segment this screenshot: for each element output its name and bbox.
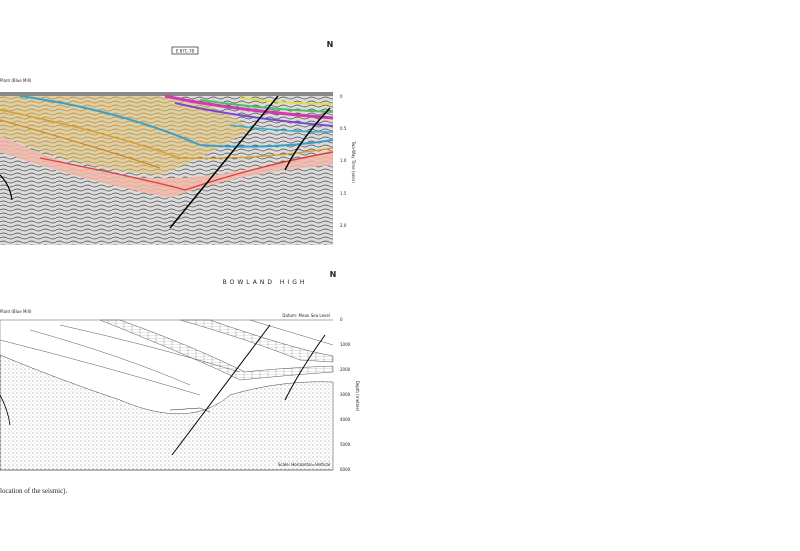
depth-axis: 0 1000 2000 3000 4000 5000 6000 Depth (m…: [340, 317, 360, 472]
tick-label: 0: [340, 94, 343, 99]
axis-title: Two-Way Time (secs): [351, 140, 356, 183]
seismic-image: [0, 92, 334, 245]
tick-label: 6000: [340, 467, 351, 472]
north-arrow-label: N: [330, 270, 337, 279]
figure-caption: location of the seismic).: [0, 487, 68, 495]
box-label: E 87C-78: [176, 49, 195, 54]
section-label: Plant (Blue Mill): [0, 309, 32, 314]
label-box: [171, 46, 199, 55]
scale-note: Scale: Horizontal=Vertical: [278, 462, 330, 467]
tick-label: 2.0: [340, 223, 347, 228]
section-title: BOWLAND HIGH: [223, 279, 308, 286]
tick-label: 0.5: [340, 126, 347, 131]
datum-note: Datum: Mean Sea Level: [282, 313, 330, 318]
tick-label: 2000: [340, 367, 351, 372]
tick-label: 1000: [340, 342, 351, 347]
north-arrow-label: N: [327, 40, 334, 49]
tick-label: 1.0: [340, 158, 347, 163]
tick-label: 5000: [340, 442, 351, 447]
section-label: Plant (Blue Mill): [0, 78, 32, 83]
tick-label: 1.5: [340, 191, 347, 196]
time-axis: 0 0.5 1.0 1.5 2.0 Two-Way Time (secs): [340, 94, 356, 228]
tick-label: 3000: [340, 392, 351, 397]
tick-label: 0: [340, 317, 343, 322]
axis-title: Depth (metres): [355, 381, 360, 412]
tick-label: 4000: [340, 417, 351, 422]
geology-image: [0, 319, 334, 471]
